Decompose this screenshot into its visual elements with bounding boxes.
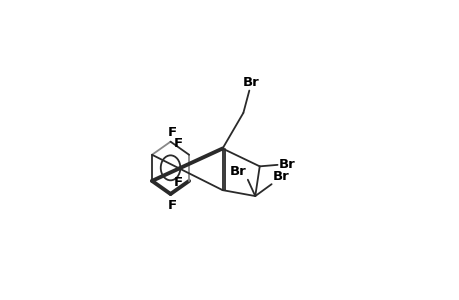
Text: Br: Br [242, 76, 258, 89]
Text: Br: Br [229, 165, 246, 178]
Text: F: F [174, 176, 183, 189]
Text: F: F [167, 126, 176, 139]
Text: Br: Br [279, 158, 295, 171]
Text: F: F [167, 199, 176, 212]
Text: Br: Br [273, 170, 289, 183]
Text: F: F [173, 137, 182, 150]
